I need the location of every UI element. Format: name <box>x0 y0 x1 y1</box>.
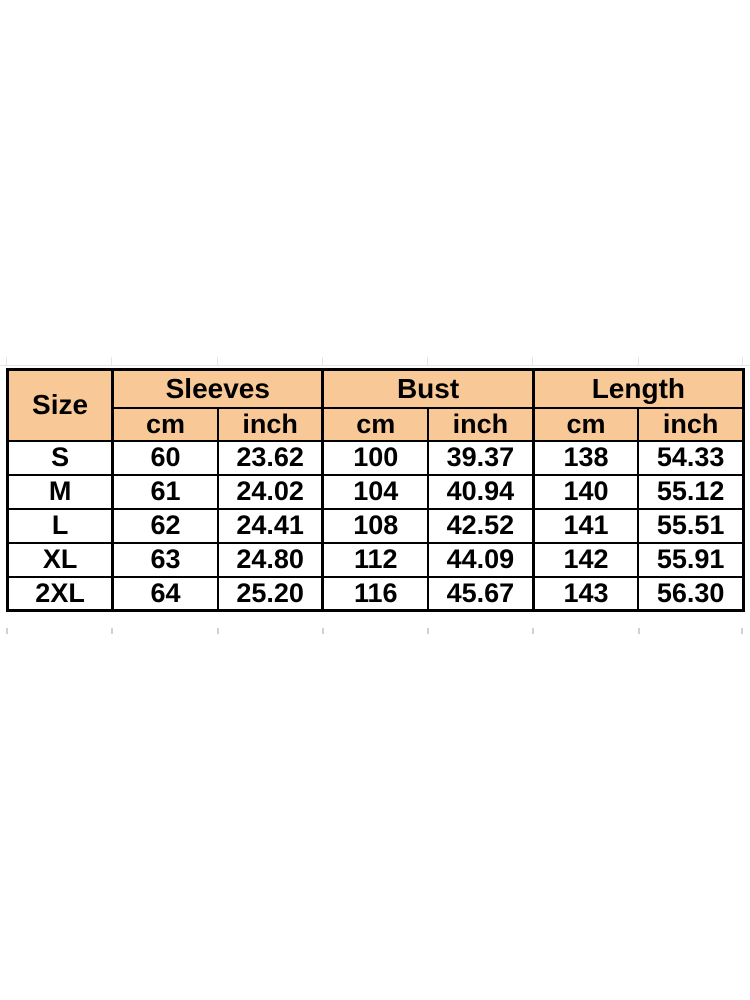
gridline-tick <box>427 357 428 366</box>
value-cell: 63 <box>111 541 219 578</box>
gridline-tick <box>638 357 639 366</box>
value-cell: 25.20 <box>216 575 324 612</box>
unit-header-bust-cm: cm <box>321 406 430 442</box>
gridline-tick <box>111 357 112 366</box>
gridline-stub <box>322 628 324 634</box>
value-cell: 55.91 <box>637 541 745 578</box>
value-cell: 143 <box>531 575 640 612</box>
gridline-stub <box>638 628 640 634</box>
value-cell: 138 <box>531 439 640 476</box>
header-sleeves: Sleeves <box>111 368 324 409</box>
spreadsheet-gridline <box>0 365 750 366</box>
value-cell: 62 <box>111 507 219 544</box>
table-row-m: M 61 24.02 104 40.94 140 55.12 <box>6 473 745 510</box>
gridline-stub <box>6 628 8 634</box>
gridline-stub <box>532 628 534 634</box>
unit-header-bust-inch: inch <box>427 406 535 442</box>
value-cell: 54.33 <box>637 439 745 476</box>
gridline-stub <box>741 628 743 634</box>
value-cell: 24.80 <box>216 541 324 578</box>
value-cell: 64 <box>111 575 219 612</box>
size-label-cell: XL <box>6 541 114 578</box>
value-cell: 142 <box>531 541 640 578</box>
gridline-tick <box>532 357 533 366</box>
gridline-tick <box>322 357 323 366</box>
value-cell: 104 <box>321 473 430 510</box>
gridline-tick <box>6 357 7 366</box>
value-cell: 140 <box>531 473 640 510</box>
value-cell: 23.62 <box>216 439 324 476</box>
value-cell: 45.67 <box>427 575 535 612</box>
size-chart-table: Size Sleeves Bust Length cm inch cm inch… <box>6 368 745 612</box>
value-cell: 60 <box>111 439 219 476</box>
value-cell: 42.52 <box>427 507 535 544</box>
value-cell: 108 <box>321 507 430 544</box>
size-label-cell: S <box>6 439 114 476</box>
size-label-cell: M <box>6 473 114 510</box>
value-cell: 39.37 <box>427 439 535 476</box>
value-cell: 40.94 <box>427 473 535 510</box>
value-cell: 141 <box>531 507 640 544</box>
value-cell: 112 <box>321 541 430 578</box>
header-bust: Bust <box>321 368 535 409</box>
header-group-row: Size Sleeves Bust Length <box>6 368 745 442</box>
value-cell: 55.12 <box>637 473 745 510</box>
unit-header-sleeves-cm: cm <box>111 406 219 442</box>
unit-header-sleeves-inch: inch <box>216 406 324 442</box>
header-length: Length <box>531 368 745 409</box>
value-cell: 116 <box>321 575 430 612</box>
gridline-stub <box>111 628 113 634</box>
value-cell: 44.09 <box>427 541 535 578</box>
value-cell: 24.41 <box>216 507 324 544</box>
size-label-cell: L <box>6 507 114 544</box>
gridline-stub <box>217 628 219 634</box>
gridline-tick <box>742 357 743 366</box>
value-cell: 61 <box>111 473 219 510</box>
value-cell: 24.02 <box>216 473 324 510</box>
gridline-tick <box>217 357 218 366</box>
size-label-cell: 2XL <box>6 575 114 612</box>
unit-header-length-cm: cm <box>531 406 640 442</box>
table-row-2xl: 2XL 64 25.20 116 45.67 143 56.30 <box>6 575 745 612</box>
unit-header-length-inch: inch <box>637 406 745 442</box>
header-size: Size <box>6 368 114 442</box>
table-row-xl: XL 63 24.80 112 44.09 142 55.91 <box>6 541 745 578</box>
value-cell: 56.30 <box>637 575 745 612</box>
table-row-l: L 62 24.41 108 42.52 141 55.51 <box>6 507 745 544</box>
gridline-stub <box>427 628 429 634</box>
value-cell: 55.51 <box>637 507 745 544</box>
header-unit-row: cm inch cm inch cm inch <box>8 406 745 442</box>
value-cell: 100 <box>321 439 430 476</box>
table-row-s: S 60 23.62 100 39.37 138 54.33 <box>6 439 745 476</box>
